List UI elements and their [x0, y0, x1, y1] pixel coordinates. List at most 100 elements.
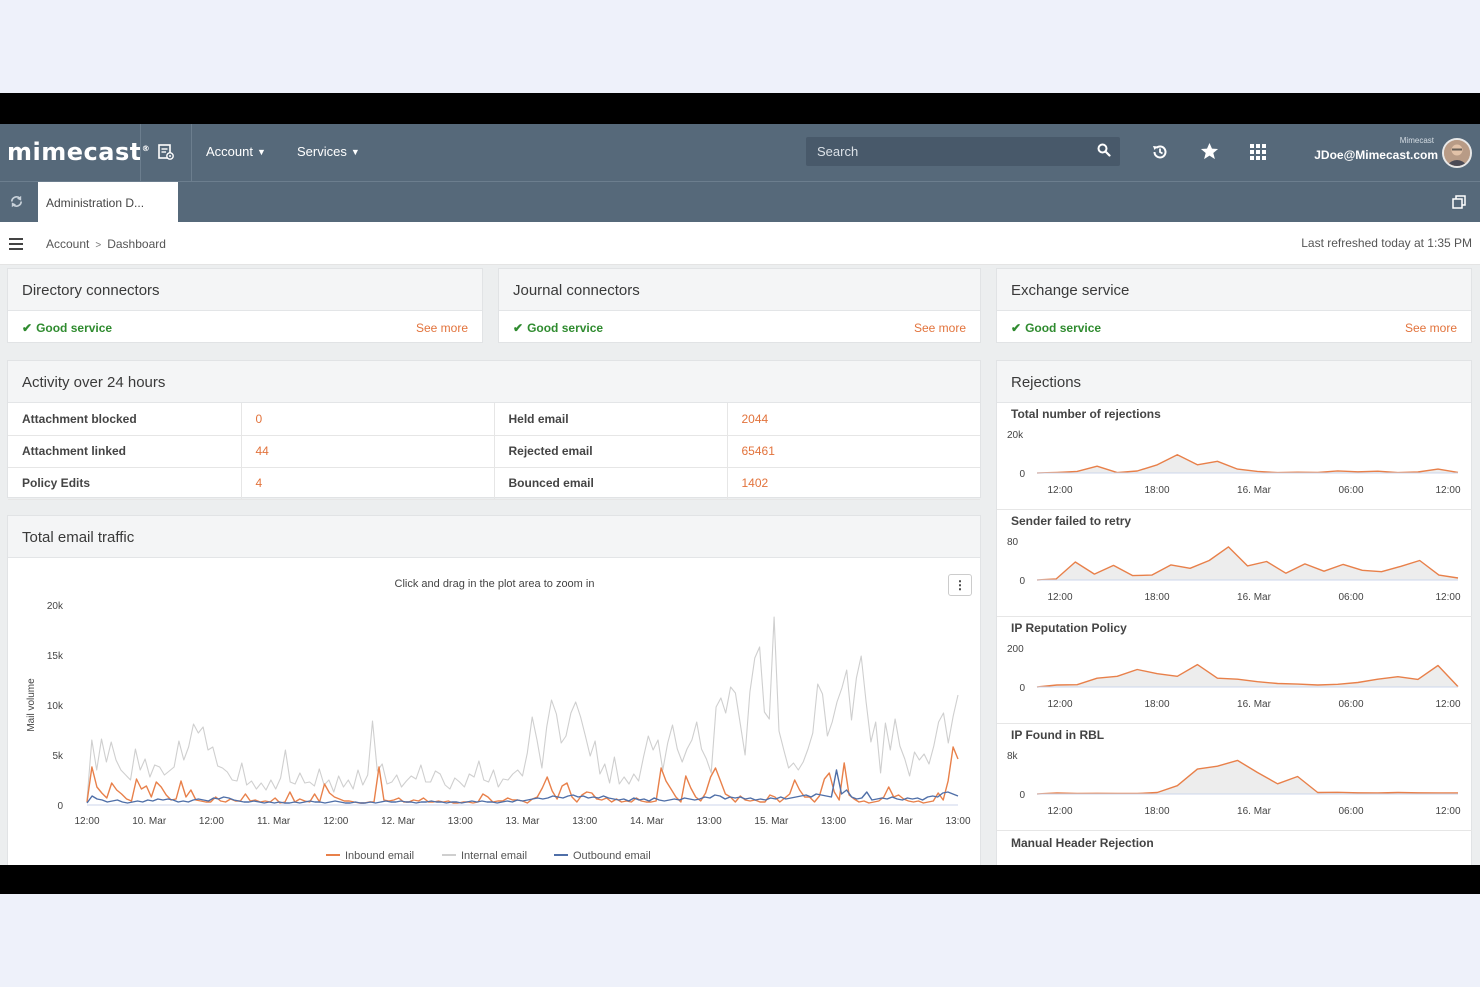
metric-value[interactable]: 2044 — [727, 403, 980, 436]
y-tick-label: 20k — [1007, 430, 1024, 441]
metric-value[interactable]: 44 — [241, 435, 495, 468]
sparkline-line[interactable] — [1036, 454, 1459, 474]
rejection-chart-title: IP Found in RBL — [1011, 728, 1105, 742]
metric-value[interactable]: 0 — [241, 403, 495, 436]
legend-item[interactable]: Inbound email — [326, 850, 414, 862]
last-refreshed-text: Last refreshed today at 1:35 PM — [1301, 236, 1472, 250]
x-tick-label: 12:00 — [1435, 806, 1460, 817]
hamburger-menu-icon[interactable] — [9, 237, 23, 255]
history-icon[interactable] — [1151, 143, 1169, 166]
check-icon: ✔ — [1011, 321, 1022, 335]
series-line-outbound-email[interactable] — [86, 769, 959, 804]
series-line-internal-email[interactable] — [86, 616, 959, 801]
nav-account[interactable]: Account ▼ — [206, 144, 266, 159]
tab-administration-dashboard[interactable]: Administration D... — [38, 182, 178, 223]
avatar[interactable] — [1442, 138, 1472, 168]
star-icon[interactable] — [1200, 142, 1219, 166]
sparkline-area — [1037, 760, 1458, 794]
rejection-sparkline[interactable]: 0 80 12:00 18:00 16. Mar 06:00 12:00 — [997, 527, 1472, 617]
y-tick-label: 0 — [1019, 576, 1025, 587]
user-org: Mimecast — [1399, 136, 1434, 145]
x-tick-label: 16. Mar — [1237, 592, 1272, 603]
sparkline-area — [1037, 664, 1458, 687]
rejection-sparkline[interactable]: 0 8k 12:00 18:00 16. Mar 06:00 12:00 — [997, 741, 1472, 831]
status-badge: ✔ Good service — [22, 321, 113, 335]
table-row: Attachment blocked 0 Held email 2044 — [8, 403, 980, 436]
legend-item[interactable]: Outbound email — [554, 850, 651, 862]
service-status-row: ✔ Good service See more — [997, 311, 1471, 343]
kebab-icon[interactable]: ⋮ — [948, 574, 972, 596]
x-tick-label: 16. Mar — [1237, 485, 1272, 496]
tab-bar: Administration D... — [0, 181, 1480, 223]
user-email[interactable]: JDoe@Mimecast.com — [1314, 148, 1438, 162]
metric-value[interactable]: 1402 — [727, 467, 980, 500]
y-tick-label: 10k — [47, 701, 64, 712]
rejection-sparkline[interactable]: 0 20k 12:00 18:00 16. Mar 06:00 12:00 — [997, 420, 1472, 510]
x-tick-label: 14. Mar — [630, 816, 665, 827]
rejection-chart-item: IP Reputation Policy 0 200 12:00 18:00 16. M… — [997, 617, 1472, 724]
restore-window-icon[interactable] — [1452, 195, 1466, 214]
panel-title: Exchange service — [997, 269, 1471, 311]
sparkline-line[interactable] — [1036, 663, 1459, 688]
y-tick-label: 15k — [47, 651, 64, 662]
rejection-chart-title: IP Reputation Policy — [1011, 621, 1127, 635]
search-icon[interactable] — [1097, 143, 1111, 162]
metric-label: Attachment blocked — [8, 403, 242, 436]
panel-title: Directory connectors — [8, 269, 482, 311]
legend-label: Inbound email — [345, 850, 414, 862]
refresh-icon[interactable] — [9, 194, 24, 214]
x-tick-label: 12:00 — [1435, 592, 1460, 603]
rejection-chart-title: Manual Header Rejection — [1011, 836, 1154, 850]
legend-item[interactable]: Internal email — [442, 850, 527, 862]
rejection-chart-item: Manual Header Rejection — [997, 831, 1472, 865]
x-tick-label: 12:00 — [323, 816, 348, 827]
x-tick-label: 16. Mar — [1237, 699, 1272, 710]
metric-value[interactable]: 65461 — [727, 435, 980, 468]
nav-services[interactable]: Services ▼ — [297, 144, 360, 159]
sparkline-area — [1037, 546, 1458, 580]
header-divider — [140, 124, 141, 181]
status-badge: ✔ Good service — [1011, 321, 1102, 335]
service-status-row: ✔ Good service See more — [499, 311, 980, 343]
table-row: Policy Edits 4 Bounced email 1402 — [8, 467, 980, 500]
chevron-right-icon: > — [95, 240, 102, 251]
rejection-chart-title: Sender failed to retry — [1011, 514, 1132, 528]
journal-connectors-panel: Journal connectors ✔ Good service See mor… — [498, 268, 981, 343]
x-tick-label: 06:00 — [1338, 485, 1363, 496]
rejections-panel: Rejections Total number of rejections 0 2… — [996, 360, 1472, 865]
rejection-chart-item: IP Found in RBL 0 8k 12:00 18:00 16. Mar 06:0… — [997, 724, 1472, 831]
rejection-sparkline[interactable]: 0 200 12:00 18:00 16. Mar 06:00 12:00 — [997, 634, 1472, 724]
directory-connectors-panel: Directory connectors ✔ Good service See m… — [7, 268, 483, 343]
breadcrumb-account[interactable]: Account — [46, 237, 90, 251]
app-grid-icon[interactable] — [1250, 144, 1266, 165]
mimecast-logo[interactable]: mimecast® — [7, 138, 151, 166]
sparkline-line[interactable] — [1036, 546, 1459, 581]
y-tick-label: 20k — [47, 601, 64, 612]
table-row: Attachment linked 44 Rejected email 6546… — [8, 435, 980, 468]
panel-title: Journal connectors — [499, 269, 980, 311]
exchange-service-panel: Exchange service ✔ Good service See more — [996, 268, 1472, 343]
x-tick-label: 06:00 — [1338, 592, 1363, 603]
x-tick-label: 10. Mar — [132, 816, 167, 827]
sparkline-line[interactable] — [1036, 759, 1459, 795]
zoom-hint: Click and drag in the plot area to zoom … — [394, 578, 595, 590]
panel-title: Activity over 24 hours — [8, 361, 980, 403]
x-tick-label: 13. Mar — [506, 816, 541, 827]
service-status-row: ✔ Good service See more — [8, 311, 482, 343]
see-more-link[interactable]: See more — [415, 321, 468, 335]
metric-label: Bounced email — [494, 467, 728, 500]
letterbox-bottom — [0, 865, 1480, 894]
x-tick-label: 13:00 — [945, 816, 970, 827]
x-tick-label: 12:00 — [1047, 806, 1072, 817]
see-more-link[interactable]: See more — [1404, 321, 1457, 335]
panel-title: Total email traffic — [8, 516, 980, 558]
metric-value[interactable]: 4 — [241, 467, 495, 500]
y-tick-label: 200 — [1007, 644, 1024, 655]
x-tick-label: 18:00 — [1144, 699, 1169, 710]
email-traffic-chart[interactable]: 0 5k 10k 15k 20k Mail volume 12:00 10. Mar 12:00… — [8, 558, 980, 865]
admin-console-icon[interactable] — [157, 143, 175, 166]
search-input[interactable] — [806, 137, 1086, 166]
mimecast-app: mimecast® Account▼ Services▼ Mimecast JD… — [0, 124, 1480, 865]
y-tick-label: 0 — [57, 801, 63, 812]
see-more-link[interactable]: See more — [913, 321, 966, 335]
